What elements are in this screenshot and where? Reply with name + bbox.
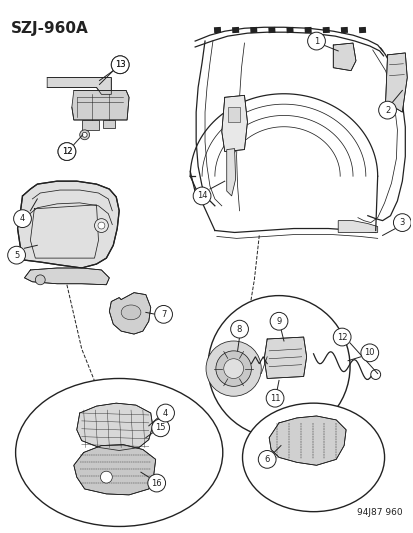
Bar <box>214 27 221 33</box>
Polygon shape <box>76 403 152 450</box>
Text: 8: 8 <box>236 325 242 334</box>
Text: 10: 10 <box>364 349 374 357</box>
Bar <box>81 120 99 130</box>
Text: 12: 12 <box>62 147 72 156</box>
Polygon shape <box>109 293 150 334</box>
Circle shape <box>193 187 211 205</box>
Polygon shape <box>47 78 111 94</box>
Text: 13: 13 <box>114 60 125 69</box>
Polygon shape <box>17 181 119 268</box>
Text: 6: 6 <box>264 455 269 464</box>
Bar <box>286 27 293 33</box>
Text: 14: 14 <box>196 191 207 200</box>
Polygon shape <box>332 43 355 71</box>
Polygon shape <box>74 445 155 495</box>
Circle shape <box>207 296 349 438</box>
Polygon shape <box>72 91 129 120</box>
Circle shape <box>270 312 287 330</box>
Text: 7: 7 <box>161 310 166 319</box>
Circle shape <box>392 214 410 231</box>
Circle shape <box>332 328 350 346</box>
Text: 3: 3 <box>399 218 404 227</box>
Circle shape <box>215 351 251 386</box>
Polygon shape <box>221 95 247 151</box>
Text: 4: 4 <box>163 408 168 417</box>
Text: 9: 9 <box>276 317 281 326</box>
Bar <box>231 27 239 33</box>
Bar <box>249 27 257 33</box>
Polygon shape <box>226 149 235 196</box>
Circle shape <box>156 404 174 422</box>
Circle shape <box>206 341 261 396</box>
Circle shape <box>378 101 396 119</box>
Bar <box>268 27 275 33</box>
Circle shape <box>58 143 76 160</box>
Ellipse shape <box>121 305 140 320</box>
Circle shape <box>258 450 275 469</box>
Bar <box>304 27 311 33</box>
Bar <box>358 27 365 33</box>
Circle shape <box>223 359 243 378</box>
Circle shape <box>80 130 89 140</box>
Circle shape <box>266 389 283 407</box>
Text: 12: 12 <box>62 147 72 156</box>
Circle shape <box>14 210 31 228</box>
Bar <box>227 107 239 122</box>
Polygon shape <box>263 337 306 378</box>
Circle shape <box>370 369 380 379</box>
Circle shape <box>100 471 112 483</box>
Circle shape <box>94 219 108 232</box>
Text: 94J87 960: 94J87 960 <box>356 507 401 516</box>
Circle shape <box>111 56 129 74</box>
Ellipse shape <box>242 403 384 512</box>
Circle shape <box>147 474 165 492</box>
Circle shape <box>154 305 172 323</box>
Text: 1: 1 <box>313 37 318 45</box>
Text: 11: 11 <box>269 394 280 403</box>
Circle shape <box>152 419 169 437</box>
Polygon shape <box>385 53 406 112</box>
Circle shape <box>82 132 87 138</box>
Text: 16: 16 <box>151 479 161 488</box>
Text: 2: 2 <box>384 106 389 115</box>
Bar <box>322 27 329 33</box>
Polygon shape <box>268 416 345 465</box>
Text: 5: 5 <box>14 251 19 260</box>
Text: SZJ-960A: SZJ-960A <box>11 21 88 36</box>
Circle shape <box>111 56 129 74</box>
Circle shape <box>307 32 325 50</box>
Bar <box>103 120 115 128</box>
Circle shape <box>230 320 248 338</box>
Text: 13: 13 <box>114 60 125 69</box>
Circle shape <box>35 275 45 285</box>
Circle shape <box>58 143 76 160</box>
Circle shape <box>8 246 26 264</box>
Bar <box>340 27 347 33</box>
Ellipse shape <box>16 378 222 527</box>
Circle shape <box>98 222 104 229</box>
Text: 12: 12 <box>336 333 347 342</box>
Text: 15: 15 <box>155 423 166 432</box>
Polygon shape <box>24 268 109 285</box>
Text: 4: 4 <box>20 214 25 223</box>
Polygon shape <box>337 221 377 232</box>
Circle shape <box>360 344 378 362</box>
